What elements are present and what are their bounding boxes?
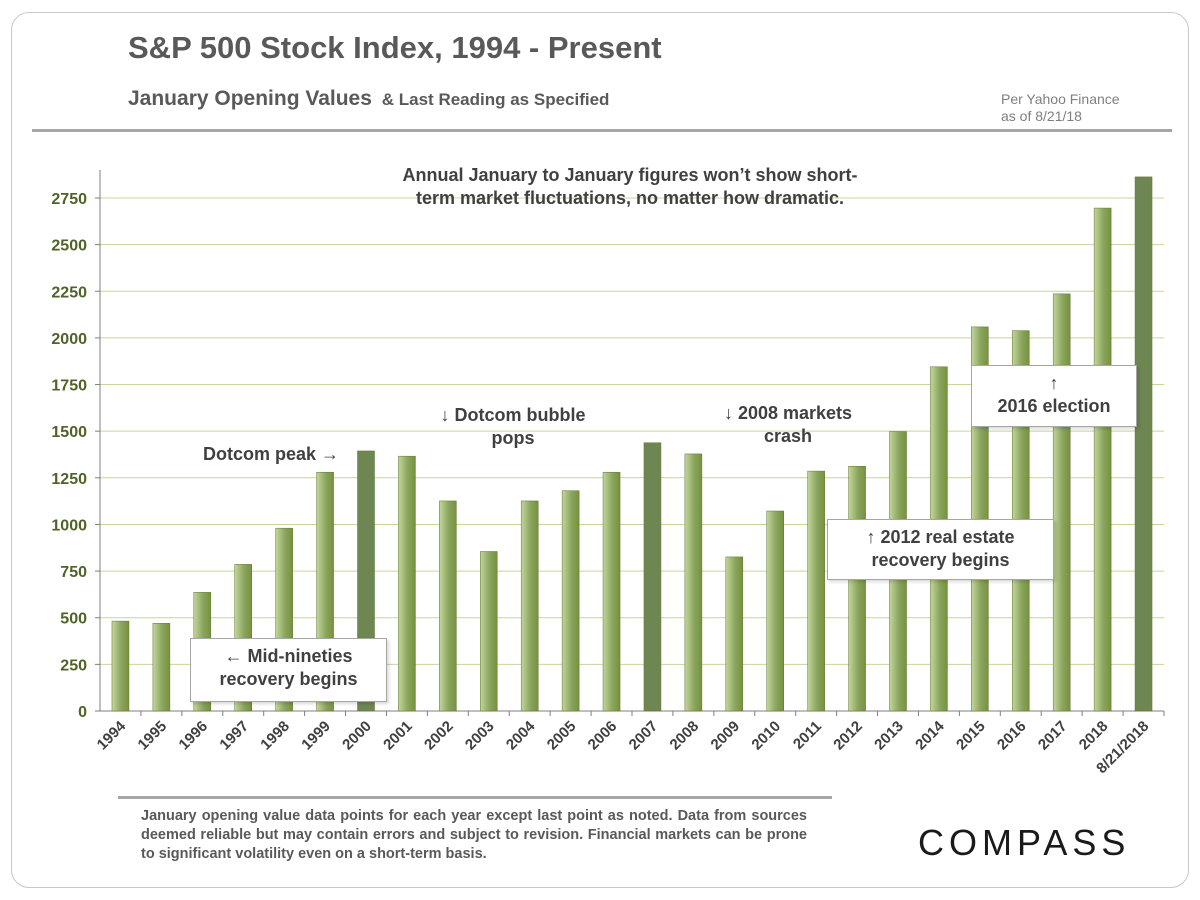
x-tick-label: 1998: [257, 718, 293, 754]
x-tick-label: 2009: [708, 718, 744, 754]
slide-card: [11, 12, 1189, 888]
real-estate-line-1: ↑ 2012 real estate: [866, 527, 1015, 547]
election-line-1: ↑: [1049, 373, 1059, 393]
bar: [152, 623, 171, 712]
top-note-line-2: term market fluctuations, no matter how …: [415, 188, 845, 208]
annotation-mid-nineties: ← Mid-nineties recovery begins: [190, 638, 387, 702]
y-tick-labels: 0 250 500 750 1000 1250 1500 1750 2000 2250 2500 27…: [51, 191, 87, 721]
dotcom-pops-line-1: ↓ Dotcom bubble: [440, 405, 586, 425]
y-tick-label: 1750: [51, 378, 87, 395]
x-tick-label: 1999: [298, 718, 334, 754]
y-tick-label: 2000: [51, 331, 87, 348]
x-tick-label: 1997: [216, 718, 252, 754]
annotation-2012-real-estate: ↑ 2012 real estate recovery begins: [827, 519, 1054, 580]
crash-line-1: ↓ 2008 markets: [723, 403, 853, 423]
crash-line-2: crash: [763, 426, 813, 446]
bar: [398, 455, 416, 712]
x-tick-label: 2003: [462, 718, 498, 754]
x-tick-label: 2011: [790, 718, 825, 753]
bar: [725, 556, 744, 712]
x-tick-label: 2017: [1035, 718, 1071, 754]
source-note: Per Yahoo Finance as of 8/21/18: [1001, 91, 1120, 125]
bar: [766, 510, 784, 712]
bar: [1093, 207, 1112, 712]
x-tick-label: 2005: [544, 718, 580, 754]
x-tick-label: 2012: [830, 718, 866, 754]
annotation-dotcom-peak: Dotcom peak →: [203, 444, 340, 464]
header-divider: [32, 129, 1172, 132]
footer-divider: [118, 796, 832, 799]
bar: [684, 453, 703, 712]
bar: [848, 465, 866, 712]
y-tick-label: 1500: [51, 424, 87, 441]
annotation-2016-election: ↑ 2016 election: [971, 365, 1137, 427]
x-tick-label: 2015: [953, 718, 989, 754]
dotcom-pops-line-2: pops: [491, 428, 535, 448]
source-line-1: Per Yahoo Finance: [1001, 91, 1120, 107]
page-subtitle: January Opening Values & Last Reading as…: [128, 87, 609, 111]
subtitle-small: & Last Reading as Specified: [381, 90, 610, 109]
x-tick-label: 2014: [912, 717, 948, 753]
x-tick-label: 2010: [748, 718, 784, 754]
x-tick-label: 2016: [994, 718, 1030, 754]
footnote: January opening value data points for ea…: [141, 808, 807, 862]
page-title: S&P 500 Stock Index, 1994 - Present: [128, 30, 662, 65]
annotation-2008-crash: ↓ 2008 markets crash: [688, 402, 888, 448]
bar: [480, 551, 498, 712]
bar: [643, 442, 662, 712]
y-tick-label: 1250: [51, 471, 87, 488]
subtitle-main: January Opening Values: [128, 87, 372, 110]
y-tick-label: 500: [60, 611, 87, 628]
bar: [1134, 176, 1153, 712]
x-tick-label: 2008: [667, 718, 703, 754]
x-tick-label: 1996: [176, 718, 212, 754]
bar: [439, 500, 457, 712]
y-tick-label: 2250: [51, 284, 87, 301]
real-estate-line-2: recovery begins: [871, 550, 1010, 570]
x-tick-label: 2006: [585, 718, 621, 754]
bar: [807, 470, 825, 712]
compass-logo: COMPASS: [918, 822, 1131, 863]
x-tick-label: 2002: [421, 718, 457, 754]
y-tick-label: 1000: [51, 517, 87, 534]
x-tick-label: 1995: [135, 718, 171, 754]
top-note-line-1: Annual January to January figures won’t …: [402, 165, 858, 185]
bar: [561, 490, 580, 712]
bar: [111, 620, 130, 712]
x-tick-label: 2007: [626, 718, 662, 754]
x-tick-label: 1994: [94, 717, 130, 753]
y-tick-label: 750: [60, 564, 87, 581]
bar: [602, 471, 621, 712]
x-tick-label: 2018: [1076, 718, 1112, 754]
bar: [520, 500, 539, 712]
y-tick-label: 250: [60, 657, 87, 674]
annotation-top-note: Annual January to January figures won’t …: [340, 164, 920, 210]
x-tick-label: 2004: [503, 717, 539, 753]
y-tick-label: 0: [78, 704, 87, 721]
x-tick-labels: 1994 1995 1996 1997 1998 1999 2000 2001 2002 2003…: [94, 717, 1153, 777]
y-tick-label: 2750: [51, 191, 87, 208]
y-tick-label: 2500: [51, 238, 87, 255]
source-line-2: as of 8/21/18: [1001, 108, 1082, 124]
bar: [1052, 293, 1071, 712]
annotation-dotcom-pops: ↓ Dotcom bubble pops: [398, 404, 628, 450]
x-tick-label: 2013: [871, 718, 907, 754]
x-tick-label: 2001: [380, 718, 416, 754]
mid-nineties-line-1: ← Mid-nineties: [224, 646, 353, 666]
election-line-2: 2016 election: [997, 396, 1111, 416]
mid-nineties-line-2: recovery begins: [219, 669, 358, 689]
x-tick-label: 2000: [339, 718, 375, 754]
